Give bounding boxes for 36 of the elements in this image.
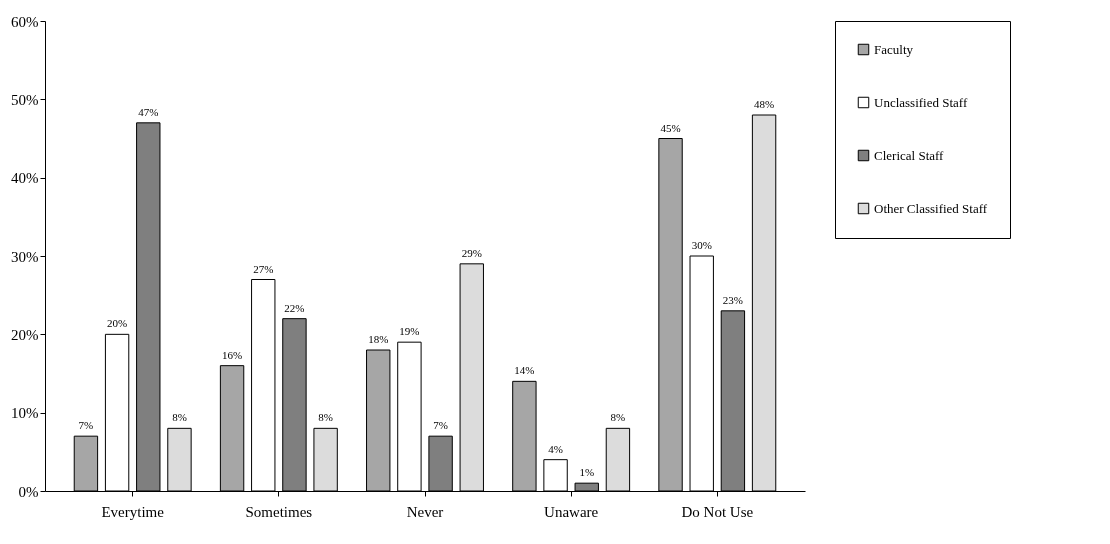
data-label: 30% [691,239,712,251]
x-tick-label: Do Not Use [681,503,754,520]
data-label: 22% [284,301,305,314]
data-label: 29% [461,246,482,259]
data-label: 8% [318,411,333,424]
data-label: 48% [753,98,775,110]
y-tick-label: 10% [11,405,39,422]
x-tick-label: Never [406,503,444,520]
legend-label: Faculty [874,41,914,57]
y-tick-label: 60% [11,13,39,30]
data-label: 4% [548,442,563,455]
data-label: 20% [107,317,128,330]
y-tick-label: 30% [11,248,39,265]
data-label: 7% [433,419,448,432]
data-label: 14% [514,364,535,377]
data-label: 23% [722,293,743,306]
data-label: 7% [78,419,94,432]
data-label: 18% [368,333,389,345]
data-label: 45% [660,121,681,134]
x-tick-label: Unaware [544,503,599,520]
y-tick-label: 40% [11,170,39,187]
x-tick-label: Everytime [101,503,165,520]
legend-label: Other Classified Staff [874,200,988,216]
y-tick-label: 50% [11,91,39,108]
data-label: 47% [138,105,159,118]
data-label: 8% [610,411,626,424]
data-label: 8% [172,411,187,424]
y-tick-label: 0% [18,483,39,500]
data-label: 27% [253,262,274,275]
data-label: 19% [399,325,420,338]
data-label: 16% [221,348,243,361]
legend-label: Clerical Staff [874,147,945,163]
legend-label: Unclassified Staff [874,94,968,110]
y-tick-label: 20% [11,326,39,343]
x-tick-label: Sometimes [245,503,313,520]
data-label: 1% [579,466,595,479]
